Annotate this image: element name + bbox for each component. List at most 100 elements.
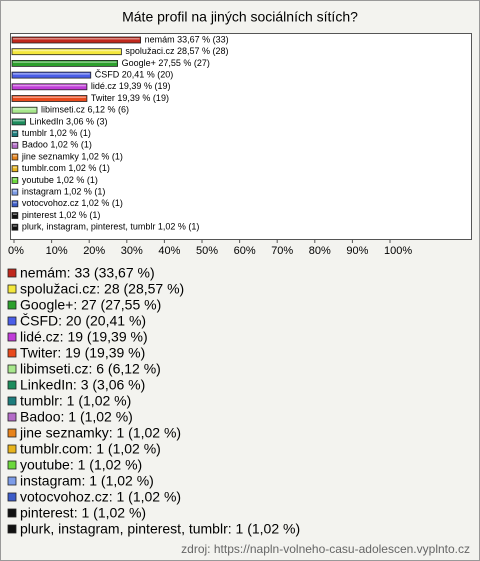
value-label: Badoo 1,02 % (1) (22, 140, 92, 150)
bar (11, 141, 19, 149)
legend-label: ČSFD: 20 (20,41 %) (20, 313, 146, 329)
source: zdroj: https://napln-volneho-casu-adoles… (181, 542, 470, 556)
x-tick-label: 0% (8, 245, 24, 257)
bar-highlight (13, 96, 86, 98)
value-label: instagram 1,02 % (1) (22, 186, 106, 196)
bar-highlight (13, 84, 86, 87)
bar-highlight (13, 108, 37, 110)
legend-label: spolužaci.cz: 28 (28,57 %) (20, 281, 184, 297)
legend-label: nemám: 33 (33,67 %) (20, 265, 155, 281)
legend-swatch (7, 508, 17, 518)
value-label: tumblr.com 1,02 % (1) (22, 163, 110, 173)
value-label: Twiter 19,39 % (19) (91, 93, 169, 103)
value-label: youtube 1,02 % (1) (22, 175, 98, 185)
value-label: libimseti.cz 6,12 % (6) (41, 105, 129, 115)
chart-title: Máte profil na jiných sociálních sítích? (122, 9, 358, 25)
bar (11, 200, 19, 208)
value-label: jine seznamky 1,02 % (1) (21, 151, 123, 161)
x-tick-label: 40% (158, 245, 180, 257)
bar-highlight (13, 155, 17, 157)
legend-swatch (7, 524, 17, 534)
legend-swatch (7, 332, 17, 342)
legend-swatch (7, 428, 17, 438)
bar-highlight (13, 73, 90, 75)
bar (11, 48, 122, 56)
x-tick-label: 80% (309, 245, 331, 257)
legend-label: youtube: 1 (1,02 %) (20, 457, 142, 473)
legend-label: plurk, instagram, pinterest, tumblr: 1 (… (20, 521, 300, 537)
plot-frame (10, 33, 472, 240)
x-tick-label: 60% (234, 245, 256, 257)
value-label: plurk, instagram, pinterest, tumblr 1,02… (22, 222, 200, 232)
bar (11, 223, 19, 231)
legend-swatch (7, 396, 17, 406)
bar (11, 60, 118, 67)
value-label: LinkedIn 3,06 % (3) (30, 116, 108, 126)
bar-highlight (13, 131, 17, 134)
legend-label: instagram: 1 (1,02 %) (20, 473, 154, 489)
bar-highlight (13, 178, 17, 180)
bar (11, 212, 19, 219)
bar (11, 71, 92, 79)
value-label: spolužaci.cz 28,57 % (28) (125, 46, 228, 56)
value-label: ČSFD 20,41 % (20) (95, 69, 174, 79)
x-tick-label: 30% (121, 245, 143, 257)
bar-highlight (13, 49, 121, 52)
bar-highlight (13, 213, 17, 215)
bar-highlight (13, 225, 17, 227)
value-label: pinterest 1,02 % (1) (22, 210, 101, 220)
legend-swatch (7, 412, 17, 422)
bar (11, 188, 19, 196)
legend-swatch (7, 348, 17, 358)
bar-highlight (13, 38, 140, 40)
legend-label: libimseti.cz: 6 (6,12 %) (20, 361, 161, 377)
legend-label: Google+: 27 (27,55 %) (20, 297, 161, 313)
legend-label: Twiter: 19 (19,39 %) (20, 345, 145, 361)
legend-swatch (7, 492, 17, 502)
bar (11, 130, 19, 138)
legend-label: pinterest: 1 (1,02 %) (20, 505, 146, 521)
legend-swatch (7, 444, 17, 454)
legend-label: votocvohoz.cz: 1 (1,02 %) (20, 489, 181, 505)
legend-label: tumblr: 1 (1,02 %) (20, 393, 131, 409)
legend-swatch (7, 300, 17, 310)
value-label: nemám 33,67 % (33) (145, 34, 229, 44)
x-tick-label: 90% (346, 245, 368, 257)
value-label: Google+ 27,55 % (27) (122, 58, 210, 68)
legend-swatch (7, 380, 17, 390)
value-label: votocvohoz.cz 1,02 % (1) (22, 198, 123, 208)
legend-label: LinkedIn: 3 (3,06 %) (20, 377, 145, 393)
bar (11, 83, 88, 91)
value-label: tumblr 1,02 % (1) (22, 128, 91, 138)
bar (11, 106, 38, 114)
bar-highlight (13, 61, 117, 63)
legend-label: Badoo: 1 (1,02 %) (20, 409, 133, 425)
legend-swatch (7, 316, 17, 326)
x-tick-label: 20% (83, 245, 105, 257)
bar-highlight (13, 190, 17, 192)
legend-swatch (7, 268, 17, 278)
bar (11, 118, 26, 126)
bar (11, 95, 88, 102)
x-tick-label: 100% (384, 245, 412, 257)
bar-highlight (13, 119, 25, 122)
bar (11, 165, 19, 173)
x-tick-label: 10% (46, 245, 68, 257)
value-label: lidé.cz 19,39 % (19) (91, 81, 171, 91)
bar-highlight (13, 166, 17, 169)
legend-swatch (7, 460, 17, 470)
legend-label: jine seznamky: 1 (1,02 %) (19, 425, 181, 441)
bar (11, 36, 141, 44)
legend-label: tumblr.com: 1 (1,02 %) (20, 441, 161, 457)
legend-swatch (7, 476, 17, 486)
bar-highlight (13, 143, 17, 145)
legend-label: lidé.cz: 19 (19,39 %) (20, 329, 148, 345)
legend-swatch (7, 364, 17, 374)
x-tick-label: 70% (271, 245, 293, 257)
bar-highlight (13, 201, 17, 204)
bar (11, 176, 19, 184)
x-tick-label: 50% (196, 245, 218, 257)
bar (11, 153, 19, 161)
legend-swatch (7, 284, 17, 294)
